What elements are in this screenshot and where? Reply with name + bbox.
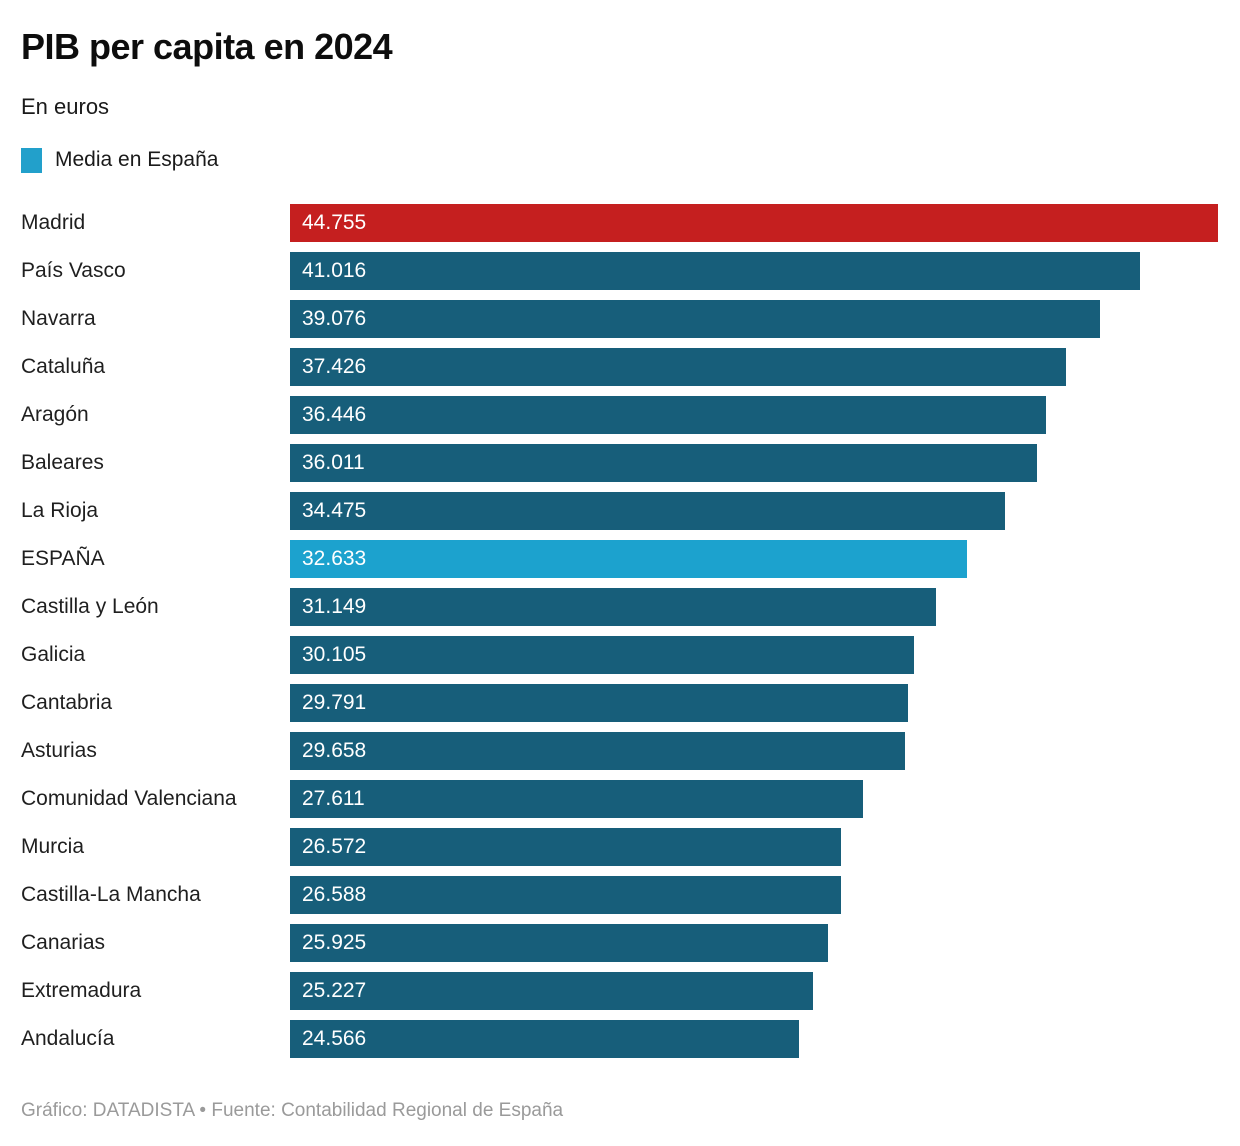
chart-row: Castilla y León 31.149: [21, 588, 1218, 626]
chart-row: Asturias 29.658: [21, 732, 1218, 770]
bar-value-label: 34.475: [302, 499, 367, 522]
bar: 29.791: [290, 684, 908, 722]
region-label: Cantabria: [21, 691, 113, 714]
bar-track: 30.105: [290, 636, 1218, 674]
bar: 39.076: [290, 300, 1101, 338]
chart-row: Canarias 25.925: [21, 924, 1218, 962]
bar: 25.227: [290, 972, 814, 1010]
bar-value-label: 31.149: [302, 595, 367, 618]
region-label: Extremadura: [21, 979, 142, 1002]
bar-value-label: 37.426: [302, 355, 367, 378]
bar-track: 25.925: [290, 924, 1218, 962]
chart-row: Madrid 44.755: [21, 204, 1218, 242]
page-title: PIB per capita en 2024: [21, 26, 393, 67]
chart-row: Castilla-La Mancha 26.588: [21, 876, 1218, 914]
bar-track: 41.016: [290, 252, 1218, 290]
bar-track: 26.588: [290, 876, 1218, 914]
bar: 30.105: [290, 636, 915, 674]
bar-track: 27.611: [290, 780, 1218, 818]
bar: 24.566: [290, 1020, 800, 1058]
chart-row: Andalucía 24.566: [21, 1020, 1218, 1058]
bar-track: 34.475: [290, 492, 1218, 530]
bar-track: 25.227: [290, 972, 1218, 1010]
bar-value-label: 29.658: [302, 739, 367, 762]
bar: 31.149: [290, 588, 936, 626]
bar: 36.011: [290, 444, 1037, 482]
bar-value-label: 29.791: [302, 691, 367, 714]
bar: 29.658: [290, 732, 905, 770]
bar-track: 31.149: [290, 588, 1218, 626]
bar-value-label: 44.755: [302, 211, 367, 234]
bar: 26.588: [290, 876, 842, 914]
bar: 37.426: [290, 348, 1067, 386]
bar: 27.611: [290, 780, 863, 818]
bar-track: 29.658: [290, 732, 1218, 770]
chart-subtitle: En euros: [21, 94, 110, 119]
bar-value-label: 26.572: [302, 835, 367, 858]
region-label: Navarra: [21, 307, 96, 330]
bar-chart: Madrid 44.755 País Vasco 41.016 Navarra 39.07…: [21, 204, 1218, 1058]
bar-value-label: 27.611: [302, 787, 365, 810]
chart-row: Cataluña 37.426: [21, 348, 1218, 386]
bar-track: 36.446: [290, 396, 1218, 434]
chart-row: Comunidad Valenciana 27.611: [21, 780, 1218, 818]
bar: 36.446: [290, 396, 1046, 434]
region-label: Asturias: [21, 739, 97, 762]
bar-track: 32.633: [290, 540, 1218, 578]
legend: Media en España: [21, 147, 1218, 173]
region-label: ESPAÑA: [21, 547, 105, 570]
bar-value-label: 36.011: [302, 451, 365, 474]
region-label: País Vasco: [21, 259, 126, 282]
bar: 34.475: [290, 492, 1005, 530]
region-label: Castilla-La Mancha: [21, 883, 201, 906]
bar-value-label: 32.633: [302, 547, 367, 570]
bar-value-label: 30.105: [302, 643, 367, 666]
bar: 32.633: [290, 540, 967, 578]
region-label: Canarias: [21, 931, 106, 954]
region-label: Baleares: [21, 451, 104, 474]
region-label: La Rioja: [21, 499, 99, 522]
chart-row: ESPAÑA 32.633: [21, 540, 1218, 578]
chart-footer-credit: Gráfico: DATADISTA • Fuente: Contabilida…: [21, 1100, 564, 1121]
bar-value-label: 41.016: [302, 259, 367, 282]
bar: 25.925: [290, 924, 828, 962]
chart-row: Cantabria 29.791: [21, 684, 1218, 722]
legend-label: Media en España: [55, 148, 219, 171]
chart-row: Murcia 26.572: [21, 828, 1218, 866]
bar-value-label: 24.566: [302, 1027, 367, 1050]
region-label: Comunidad Valenciana: [21, 787, 237, 810]
bar-track: 24.566: [290, 1020, 1218, 1058]
bar-track: 37.426: [290, 348, 1218, 386]
region-label: Galicia: [21, 643, 86, 666]
bar-track: 29.791: [290, 684, 1218, 722]
bar-track: 26.572: [290, 828, 1218, 866]
region-label: Madrid: [21, 211, 86, 234]
region-label: Castilla y León: [21, 595, 159, 618]
chart-row: Navarra 39.076: [21, 300, 1218, 338]
chart-row: País Vasco 41.016: [21, 252, 1218, 290]
bar-track: 39.076: [290, 300, 1218, 338]
chart-row: Aragón 36.446: [21, 396, 1218, 434]
bar-value-label: 25.925: [302, 931, 367, 954]
bar-track: 36.011: [290, 444, 1218, 482]
bar-value-label: 25.227: [302, 979, 367, 1002]
region-label: Cataluña: [21, 355, 106, 378]
chart-row: La Rioja 34.475: [21, 492, 1218, 530]
bar-rows: Madrid 44.755 País Vasco 41.016 Navarra 39.07…: [21, 204, 1218, 1058]
bar: 26.572: [290, 828, 841, 866]
legend-swatch-icon: [21, 147, 42, 173]
region-label: Aragón: [21, 403, 89, 426]
bar: 44.755: [290, 204, 1218, 242]
chart-row: Extremadura 25.227: [21, 972, 1218, 1010]
region-label: Andalucía: [21, 1027, 115, 1050]
bar-value-label: 39.076: [302, 307, 367, 330]
chart-row: Galicia 30.105: [21, 636, 1218, 674]
bar-value-label: 26.588: [302, 883, 367, 906]
region-label: Murcia: [21, 835, 85, 858]
bar-track: 44.755: [290, 204, 1218, 242]
bar: 41.016: [290, 252, 1141, 290]
chart-row: Baleares 36.011: [21, 444, 1218, 482]
bar-value-label: 36.446: [302, 403, 367, 426]
